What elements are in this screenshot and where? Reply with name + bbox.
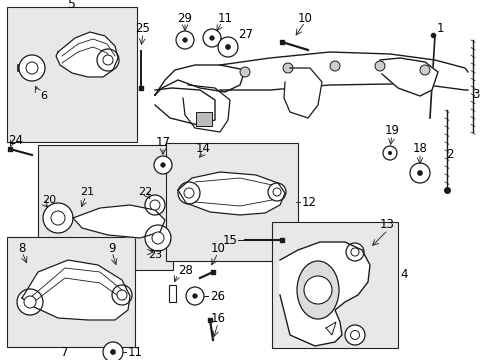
Bar [7, 237, 135, 347]
Polygon shape [73, 205, 164, 238]
Polygon shape [22, 260, 130, 320]
Circle shape [419, 65, 429, 75]
Circle shape [346, 243, 363, 261]
Circle shape [240, 67, 249, 77]
Circle shape [417, 171, 422, 175]
Circle shape [24, 296, 36, 308]
Circle shape [154, 156, 172, 174]
Circle shape [17, 289, 43, 315]
Circle shape [218, 37, 238, 57]
Circle shape [374, 61, 384, 71]
Circle shape [329, 61, 339, 71]
Text: 21: 21 [80, 187, 94, 197]
Bar [169, 285, 176, 302]
Circle shape [103, 55, 113, 65]
Circle shape [345, 325, 364, 345]
Circle shape [185, 287, 203, 305]
Text: 4: 4 [399, 269, 407, 282]
Polygon shape [220, 52, 467, 90]
Circle shape [176, 31, 194, 49]
Circle shape [350, 248, 358, 256]
Circle shape [225, 45, 230, 49]
Text: 2: 2 [446, 148, 453, 162]
Circle shape [183, 188, 194, 198]
Circle shape [110, 350, 115, 355]
Circle shape [161, 163, 165, 167]
Circle shape [283, 63, 292, 73]
Text: 15: 15 [223, 234, 238, 247]
Circle shape [409, 163, 429, 183]
Circle shape [43, 203, 73, 233]
Circle shape [382, 146, 396, 160]
Text: 11: 11 [128, 346, 142, 359]
Bar [38, 145, 173, 270]
Text: 1: 1 [436, 22, 444, 35]
Polygon shape [178, 172, 285, 215]
Text: 25: 25 [135, 22, 150, 35]
Circle shape [203, 29, 221, 47]
Polygon shape [284, 68, 321, 118]
Polygon shape [56, 32, 118, 77]
Text: 7: 7 [61, 346, 69, 360]
Text: 17: 17 [155, 136, 170, 149]
Circle shape [178, 182, 200, 204]
Text: 20: 20 [42, 195, 56, 205]
Polygon shape [379, 58, 437, 96]
Text: 12: 12 [302, 195, 316, 208]
Circle shape [209, 36, 214, 40]
Polygon shape [155, 88, 215, 125]
Polygon shape [183, 85, 229, 132]
Circle shape [267, 183, 285, 201]
Text: 19: 19 [384, 123, 399, 136]
Text: 13: 13 [379, 219, 394, 231]
Text: 14: 14 [196, 141, 210, 154]
Circle shape [145, 195, 164, 215]
Circle shape [103, 342, 123, 360]
Text: 16: 16 [210, 311, 225, 324]
Circle shape [117, 290, 127, 300]
Polygon shape [325, 322, 335, 335]
Bar [196, 112, 212, 126]
Text: 22: 22 [138, 187, 152, 197]
Text: 10: 10 [210, 242, 225, 255]
Circle shape [272, 188, 281, 196]
Text: 6: 6 [40, 91, 47, 101]
Polygon shape [155, 65, 244, 95]
Circle shape [150, 200, 160, 210]
Circle shape [304, 276, 331, 304]
Text: 8: 8 [18, 242, 25, 255]
Bar [165, 143, 297, 261]
Text: 3: 3 [471, 89, 479, 102]
Circle shape [387, 151, 391, 155]
Circle shape [183, 38, 187, 42]
Polygon shape [280, 242, 369, 346]
Bar [7, 7, 137, 142]
Text: 5: 5 [68, 0, 76, 12]
Text: 9: 9 [108, 242, 115, 255]
Text: 11: 11 [218, 12, 232, 24]
Ellipse shape [296, 261, 338, 319]
Bar [271, 222, 397, 348]
Circle shape [192, 294, 197, 298]
Circle shape [97, 49, 119, 71]
Text: 18: 18 [412, 141, 427, 154]
Circle shape [51, 211, 65, 225]
Text: 28: 28 [178, 264, 192, 276]
Text: 24: 24 [8, 134, 23, 147]
Circle shape [112, 285, 132, 305]
Circle shape [26, 62, 38, 74]
Text: 29: 29 [177, 12, 192, 24]
Circle shape [152, 232, 163, 244]
Circle shape [19, 55, 45, 81]
Text: 26: 26 [209, 289, 224, 302]
Circle shape [145, 225, 171, 251]
Text: 27: 27 [238, 28, 252, 41]
Text: 23: 23 [148, 250, 162, 260]
Circle shape [350, 330, 359, 339]
Text: 10: 10 [297, 12, 312, 24]
